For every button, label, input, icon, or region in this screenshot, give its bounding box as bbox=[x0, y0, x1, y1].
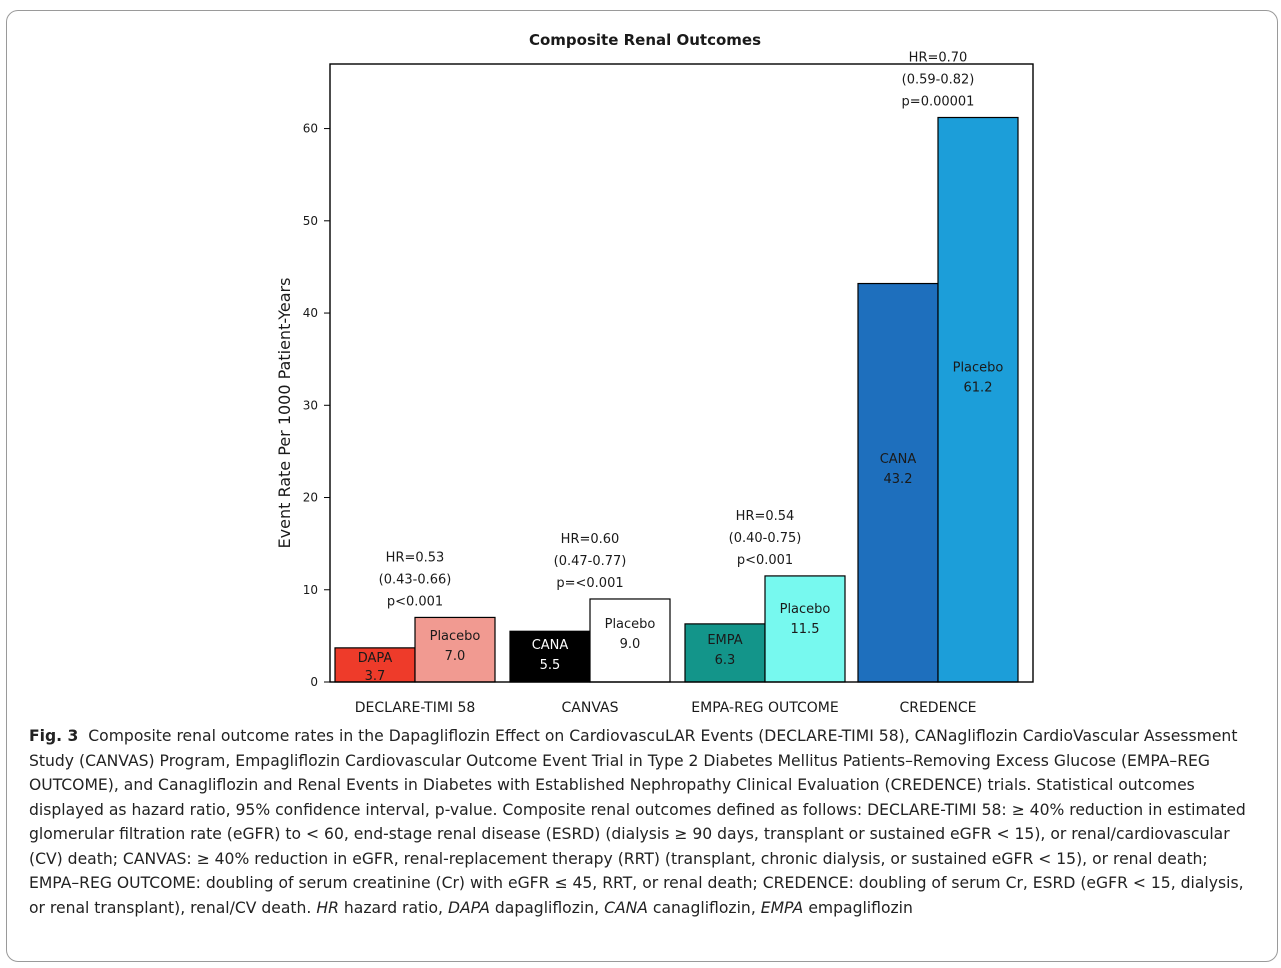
annotation: HR=0.60 bbox=[561, 532, 620, 547]
y-tick-label: 20 bbox=[303, 491, 318, 505]
annotation: (0.43-0.66) bbox=[379, 572, 452, 587]
data-label: 9.0 bbox=[620, 637, 641, 652]
y-tick-label: 50 bbox=[303, 214, 318, 228]
bar bbox=[334, 647, 416, 683]
y-axis-label: Event Rate Per 1000 Patient-Years bbox=[275, 278, 294, 549]
data-label: 61.2 bbox=[964, 381, 993, 396]
y-tick-label: 40 bbox=[303, 306, 318, 320]
bar-label: EMPA bbox=[707, 633, 742, 648]
y-tick-label: 30 bbox=[303, 398, 318, 412]
bar bbox=[857, 282, 939, 683]
annotation: p<0.001 bbox=[737, 553, 793, 568]
bar-label: Placebo bbox=[953, 361, 1004, 376]
x-tick-label: DECLARE-TIMI 58 bbox=[355, 700, 476, 716]
annotation: HR=0.53 bbox=[386, 550, 445, 565]
annotation: p=<0.001 bbox=[556, 576, 623, 591]
bar-label: Placebo bbox=[430, 629, 481, 644]
data-label: 43.2 bbox=[884, 472, 913, 487]
figure-frame bbox=[6, 10, 1278, 962]
data-label: 3.7 bbox=[365, 669, 386, 684]
caption-text: Composite renal outcome rates in the Dap… bbox=[29, 727, 1246, 917]
annotation: (0.47-0.77) bbox=[554, 554, 627, 569]
data-label: 7.0 bbox=[445, 649, 466, 664]
data-label: 11.5 bbox=[791, 622, 820, 637]
abbr-hr: HR bbox=[316, 898, 339, 917]
chart-title: Composite Renal Outcomes bbox=[529, 31, 761, 49]
y-tick-label: 60 bbox=[303, 122, 318, 136]
bar bbox=[684, 623, 766, 683]
bar-label: Placebo bbox=[780, 602, 831, 617]
bar-label: CANA bbox=[532, 638, 569, 653]
bar bbox=[937, 116, 1019, 683]
bar-chart: Composite Renal Outcomes Event Rate Per 1… bbox=[275, 31, 1034, 716]
bar-label: CANA bbox=[880, 452, 917, 467]
abbr-empa-def: empagliflozin bbox=[808, 898, 913, 917]
x-tick-label: EMPA-REG OUTCOME bbox=[691, 700, 838, 716]
plot-frame bbox=[329, 63, 1034, 683]
x-tick-label: CANVAS bbox=[562, 700, 619, 716]
figure-caption: Fig. 3 Composite renal outcome rates in … bbox=[29, 724, 1261, 920]
x-tick-label: CREDENCE bbox=[899, 700, 976, 716]
annotation: HR=0.54 bbox=[736, 509, 795, 524]
abbr-dapa: DAPA bbox=[447, 898, 490, 917]
y-tick-label: 10 bbox=[303, 583, 318, 597]
abbr-dapa-def: dapagliflozin, bbox=[494, 898, 600, 917]
annotation: p=0.00001 bbox=[902, 94, 975, 109]
bar-label: Placebo bbox=[605, 617, 656, 632]
data-label: 6.3 bbox=[715, 653, 736, 668]
annotation: (0.59-0.82) bbox=[902, 72, 975, 87]
abbr-empa: EMPA bbox=[760, 898, 804, 917]
figure-label: Fig. 3 bbox=[29, 727, 79, 745]
annotation: HR=0.70 bbox=[909, 50, 968, 65]
abbr-cana: CANA bbox=[604, 898, 648, 917]
bar-label: DAPA bbox=[358, 651, 393, 666]
annotation: (0.40-0.75) bbox=[729, 531, 802, 546]
abbr-hr-def: hazard ratio, bbox=[343, 898, 443, 917]
annotation: p<0.001 bbox=[387, 594, 443, 609]
bar bbox=[509, 630, 591, 683]
data-label: 5.5 bbox=[540, 658, 561, 673]
abbr-cana-def: canagliflozin, bbox=[652, 898, 756, 917]
y-tick-label: 0 bbox=[310, 675, 318, 689]
